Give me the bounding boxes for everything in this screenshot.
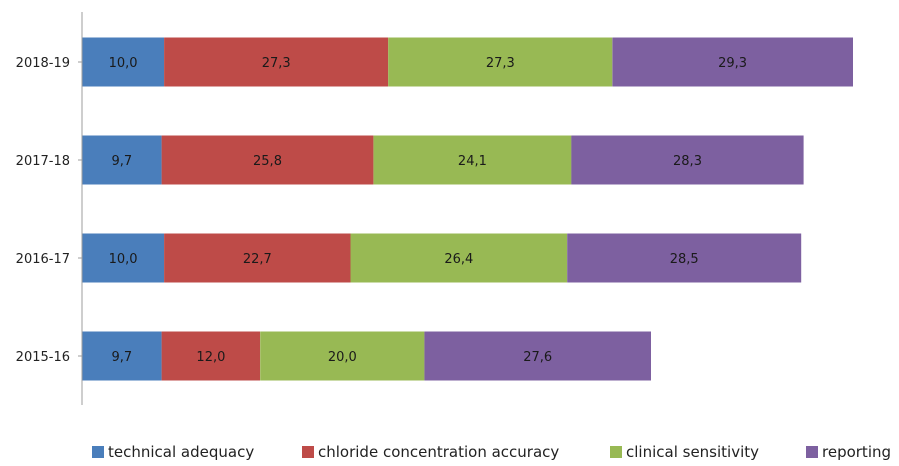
bar-segment [373, 135, 572, 185]
data-label: 28,3 [673, 154, 702, 169]
legend-swatch [806, 446, 818, 458]
legend-label: clinical sensitivity [626, 443, 760, 461]
bar-segment [82, 37, 165, 87]
category-label: 2015-16 [16, 350, 70, 365]
bar-segment [424, 331, 651, 381]
bars-layer: 10,0 27,3 27,3 29,3 9,7 25,8 24,1 28,3 10,0 22,7 2… [82, 37, 853, 381]
legend: technical adequacy chloride concentration… [0, 441, 899, 463]
legend-label: technical adequacy [108, 443, 255, 461]
data-label: 20,0 [328, 350, 357, 365]
data-label: 24,1 [458, 154, 487, 169]
data-label: 9,7 [111, 350, 132, 365]
data-label: 26,4 [444, 252, 473, 267]
legend-item: technical adequacy [92, 441, 254, 463]
legend-label: chloride concentration accuracy [318, 443, 560, 461]
bar-segment [612, 37, 853, 87]
data-label: 27,3 [262, 56, 291, 71]
legend-item: reporting [806, 441, 891, 463]
bar-segment [350, 233, 568, 283]
data-label: 25,8 [253, 154, 282, 169]
legend-item: clinical sensitivity [610, 441, 759, 463]
bar-segment [567, 233, 802, 283]
bar-segment [164, 233, 351, 283]
legend-swatch [302, 446, 314, 458]
data-label: 10,0 [109, 56, 138, 71]
legend-swatch [610, 446, 622, 458]
category-label: 2017-18 [16, 154, 70, 169]
stacked-bar-chart: 10,0 27,3 27,3 29,3 9,7 25,8 24,1 28,3 10,0 22,7 2… [16, 12, 853, 405]
bar-segment [260, 331, 425, 381]
data-label: 27,3 [486, 56, 515, 71]
bar-segment [161, 331, 261, 381]
data-label: 10,0 [109, 252, 138, 267]
legend-swatch [92, 446, 104, 458]
category-labels-layer: 2018-19 2017-18 2016-17 2015-16 [16, 56, 82, 365]
bar-segment [164, 37, 389, 87]
data-label: 27,6 [523, 350, 552, 365]
bar-segment [571, 135, 804, 185]
data-label: 28,5 [670, 252, 699, 267]
bar-segment [82, 233, 165, 283]
category-label: 2016-17 [16, 252, 70, 267]
legend-item: chloride concentration accuracy [302, 441, 559, 463]
legend-label: reporting [822, 443, 892, 461]
bar-segment [388, 37, 613, 87]
category-label: 2018-19 [16, 56, 70, 71]
data-label: 9,7 [111, 154, 132, 169]
bar-segment [82, 331, 162, 381]
bar-segment [161, 135, 374, 185]
bar-segment [82, 135, 162, 185]
data-label: 29,3 [718, 56, 747, 71]
data-label: 12,0 [196, 350, 225, 365]
data-label: 22,7 [243, 252, 272, 267]
